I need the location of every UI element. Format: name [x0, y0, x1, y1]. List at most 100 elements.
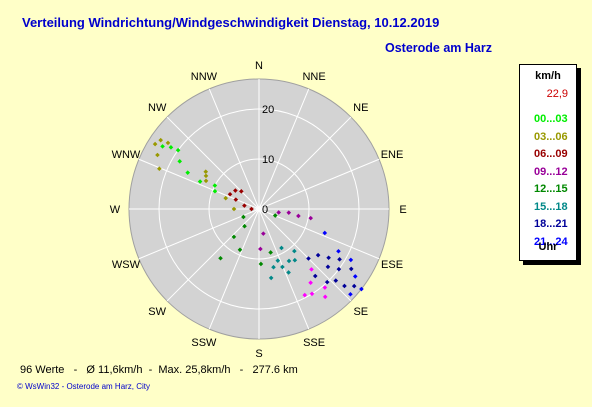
- legend-footer: Uhr: [538, 241, 558, 253]
- data-point: [249, 206, 254, 212]
- data-point: [302, 292, 308, 298]
- data-point: [239, 189, 244, 194]
- direction-label: NE: [353, 102, 368, 114]
- radial-tick-label: 0: [262, 204, 268, 216]
- data-point: [352, 274, 358, 279]
- data-point: [312, 273, 318, 279]
- data-point: [326, 255, 331, 261]
- data-point: [152, 141, 158, 147]
- legend-entry: 18...21: [534, 218, 568, 230]
- stats-line: 96 Werte - Ø 11,6km/h - Max. 25,8km/h - …: [20, 364, 298, 376]
- legend-box: km/h 22,9 00...03 03...06 06...09 09...12 12…: [519, 64, 577, 261]
- data-point: [348, 257, 354, 263]
- data-point: [271, 264, 276, 270]
- data-point: [233, 188, 238, 193]
- grid-spoke: [208, 88, 260, 210]
- direction-label: NW: [148, 102, 167, 114]
- data-point: [237, 247, 243, 253]
- data-point: [175, 147, 181, 153]
- legend-entry: 06...09: [534, 148, 568, 160]
- legend-entry: 12...15: [534, 183, 568, 195]
- radial-tick-label: 20: [262, 104, 274, 116]
- grid-spoke: [258, 88, 310, 210]
- direction-label: WSW: [112, 259, 141, 271]
- data-point: [197, 179, 203, 184]
- data-point: [351, 283, 357, 289]
- data-point: [165, 140, 171, 146]
- direction-label: W: [110, 204, 121, 216]
- direction-label: NNE: [302, 71, 325, 83]
- direction-label: NNW: [191, 71, 218, 83]
- grid-spoke: [258, 208, 380, 260]
- data-point: [231, 206, 237, 212]
- data-point: [231, 234, 237, 240]
- data-point: [203, 178, 209, 184]
- data-point: [242, 223, 247, 229]
- chart-title: Verteilung Windrichtung/Windgeschwindigk…: [22, 15, 440, 30]
- data-point: [348, 266, 354, 272]
- credit-line: © WsWin32 - Osterode am Harz, City: [17, 382, 151, 391]
- data-point: [292, 257, 298, 263]
- data-point: [286, 258, 292, 264]
- data-point: [203, 173, 209, 179]
- data-point: [342, 283, 347, 289]
- direction-label: SSW: [191, 337, 217, 349]
- grid-spoke: [166, 116, 260, 210]
- data-point: [261, 231, 266, 236]
- direction-label: SSE: [303, 337, 325, 349]
- data-point: [268, 250, 273, 255]
- data-point: [333, 278, 339, 283]
- data-point: [212, 188, 218, 194]
- data-point: [296, 213, 301, 219]
- direction-label: N: [255, 60, 263, 72]
- legend-unit: km/h: [535, 70, 561, 82]
- legend-entry: 15...18: [534, 200, 568, 213]
- data-point: [155, 152, 160, 158]
- grid-spoke: [258, 208, 310, 330]
- data-point: [223, 195, 229, 201]
- radial-tick-label: 10: [262, 154, 274, 166]
- data-point: [325, 264, 331, 270]
- direction-label: SW: [148, 306, 166, 318]
- grid-spoke: [138, 208, 260, 260]
- data-point: [185, 170, 191, 175]
- data-point: [308, 215, 314, 221]
- data-point: [336, 248, 341, 254]
- data-point: [241, 214, 246, 220]
- data-point: [322, 285, 328, 290]
- data-point: [168, 145, 174, 150]
- legend-entry: 09...12: [534, 165, 568, 178]
- data-point: [315, 252, 321, 258]
- data-point: [203, 169, 209, 175]
- data-point: [337, 257, 342, 262]
- direction-label: ENE: [381, 149, 404, 161]
- data-point: [286, 270, 291, 275]
- data-point: [158, 137, 164, 143]
- station-name: Osterode am Harz: [385, 41, 492, 55]
- data-point: [218, 255, 223, 261]
- data-point: [309, 291, 315, 297]
- data-point: [308, 280, 313, 286]
- legend-max-value: 22,9: [546, 88, 568, 100]
- data-point: [359, 286, 364, 292]
- direction-label: SE: [353, 306, 368, 318]
- data-point: [309, 267, 314, 272]
- data-point: [275, 258, 281, 263]
- data-point: [322, 294, 328, 300]
- data-point: [258, 261, 264, 267]
- data-point: [268, 275, 274, 281]
- data-point: [322, 230, 328, 236]
- direction-label: ESE: [381, 259, 403, 271]
- direction-label: E: [399, 204, 406, 216]
- data-point: [292, 248, 297, 254]
- data-point: [157, 166, 162, 172]
- data-point: [177, 159, 183, 164]
- direction-label: S: [255, 348, 262, 360]
- data-point: [233, 197, 239, 202]
- legend-entry: 00...03: [534, 113, 568, 125]
- data-point: [160, 144, 165, 149]
- legend-entry: 03...06: [534, 130, 568, 143]
- direction-label: WNW: [112, 149, 141, 161]
- grid-spoke: [258, 116, 352, 210]
